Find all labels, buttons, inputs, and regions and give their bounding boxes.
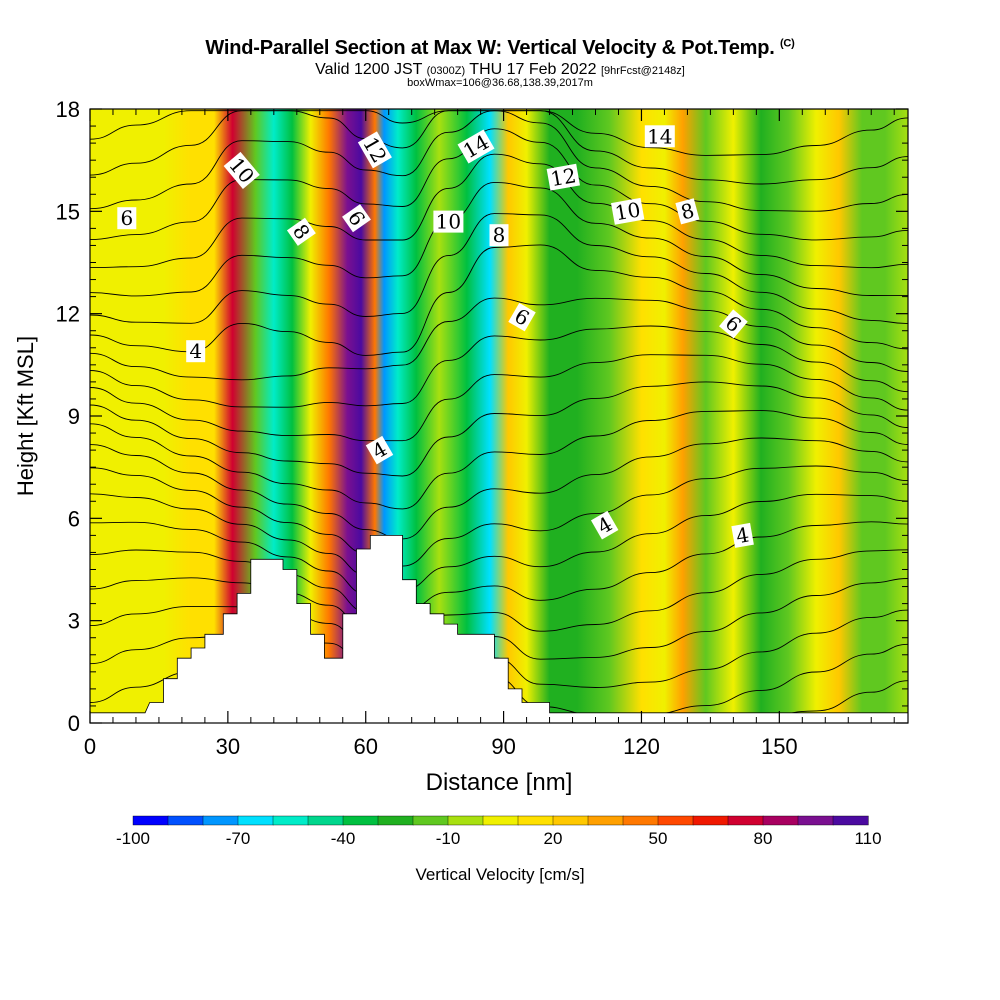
colorbar-swatch-10 <box>482 815 519 826</box>
colorbar-swatch-18 <box>762 815 799 826</box>
theta-contour-21 <box>90 110 908 156</box>
contour-label-text-7: 8 <box>493 223 506 247</box>
x-tick-label-4: 120 <box>623 734 660 759</box>
contour-label-15: 4 <box>365 435 394 465</box>
x-tick-label-3: 90 <box>491 734 515 759</box>
contour-label-11: 8 <box>675 198 700 225</box>
contour-label-12: 6 <box>508 302 536 332</box>
contour-label-text-0: 6 <box>120 206 133 230</box>
colorbar-swatch-2 <box>202 815 239 826</box>
theta-contour-7 <box>90 465 908 567</box>
colorbar-swatch-14 <box>622 815 659 826</box>
theta-contour-16 <box>90 181 908 297</box>
contour-label-0: 6 <box>117 206 137 230</box>
colorbar-tick-labels: -100 -70 -40 -10 20 50 80 110 <box>116 829 882 848</box>
colorbar-swatch-9 <box>447 815 484 826</box>
copyright-mark: (C) <box>779 37 795 50</box>
theta-contour-14 <box>90 244 908 356</box>
colorbar-swatch-19 <box>797 815 834 826</box>
contour-label-8: 12 <box>546 163 580 191</box>
contour-label-13: 4 <box>186 339 206 363</box>
colorbar-swatch-3 <box>237 815 274 826</box>
x-tick-label-0: 0 <box>84 734 96 759</box>
colorbar-swatch-8 <box>412 815 449 826</box>
colorbar-swatch-15 <box>657 815 694 826</box>
theta-contour-6 <box>90 493 908 591</box>
theta-contour-19 <box>90 110 908 212</box>
contour-label-17: 4 <box>731 522 754 548</box>
contour-label-6: 10 <box>433 210 464 234</box>
colorbar-swatch-16 <box>692 815 729 826</box>
colorbar-tick-1: -70 <box>226 829 251 848</box>
x-axis-label: Distance [nm] <box>426 769 573 796</box>
theta-contour-5 <box>90 521 908 613</box>
theta-contour-15 <box>90 213 908 325</box>
colorbar-swatch-7 <box>377 815 414 826</box>
x-tick-label-5: 150 <box>761 734 798 759</box>
colorbar-tick-4: 20 <box>544 829 563 848</box>
colorbar-tick-3: -10 <box>436 829 461 848</box>
colorbar-swatch-11 <box>517 815 554 826</box>
y-tick-label-3: 9 <box>68 404 80 429</box>
theta-contour-17 <box>90 153 908 269</box>
colorbar-swatch-1 <box>167 815 204 826</box>
x-tick-label-1: 30 <box>216 734 240 759</box>
y-tick-label-5: 15 <box>56 199 80 224</box>
colorbar-swatch-20 <box>832 815 869 826</box>
contour-label-text-8: 12 <box>549 163 578 191</box>
contour-label-text-11: 8 <box>678 198 697 224</box>
y-tick-label-2: 6 <box>68 506 80 531</box>
y-axis: 0 3 6 9 12 15 18 <box>56 97 908 736</box>
colorbar <box>132 815 869 826</box>
theta-contour-8 <box>90 437 908 540</box>
x-axis: 0 30 60 90 120 150 <box>84 109 895 759</box>
y-tick-label-1: 3 <box>68 609 80 634</box>
contour-label-9: 14 <box>644 124 675 148</box>
colorbar-swatch-12 <box>552 815 589 826</box>
vertical-velocity-field <box>90 109 908 723</box>
colorbar-tick-5: 50 <box>649 829 668 848</box>
y-tick-label-4: 12 <box>56 302 80 327</box>
theta-contour-12 <box>90 325 908 408</box>
terrain-mask <box>90 535 908 723</box>
theta-contour-10 <box>90 381 908 477</box>
theta-contour-11 <box>90 354 908 442</box>
y-tick-label-0: 0 <box>68 711 80 736</box>
theta-contour-4 <box>90 549 908 632</box>
x-tick-label-2: 60 <box>353 734 377 759</box>
colorbar-swatch-6 <box>342 815 379 826</box>
contour-label-10: 10 <box>611 197 645 225</box>
colorbar-tick-6: 80 <box>754 829 773 848</box>
colorbar-swatch-5 <box>307 815 344 826</box>
colorbar-swatch-17 <box>727 815 764 826</box>
colorbar-tick-0: -100 <box>116 829 150 848</box>
contour-label-text-9: 14 <box>647 124 672 148</box>
contour-label-text-13: 4 <box>189 339 202 363</box>
theta-contour-9 <box>90 410 908 510</box>
contour-label-text-17: 4 <box>734 522 751 548</box>
colorbar-tick-2: -40 <box>331 829 356 848</box>
y-tick-label-6: 18 <box>56 97 80 122</box>
colorbar-swatch-4 <box>272 815 309 826</box>
box-info-line: boxWmax=106@36.68,138.39,2017m <box>407 77 593 89</box>
contour-label-16: 4 <box>590 510 619 540</box>
chart-subtitle: Valid 1200 JST (0300Z) THU 17 Feb 2022 [… <box>315 61 685 78</box>
chart-title: Wind-Parallel Section at Max W: Vertical… <box>205 37 795 59</box>
contour-label-text-6: 10 <box>436 210 461 234</box>
contour-label-7: 8 <box>489 223 509 247</box>
contour-label-text-10: 10 <box>613 197 642 225</box>
colorbar-swatch-13 <box>587 815 624 826</box>
colorbar-label: Vertical Velocity [cm/s] <box>415 865 584 884</box>
theta-contour-13 <box>90 297 908 381</box>
colorbar-tick-7: 110 <box>854 829 881 848</box>
y-axis-label: Height [Kft MSL] <box>13 336 38 496</box>
colorbar-swatch-0 <box>132 815 169 826</box>
